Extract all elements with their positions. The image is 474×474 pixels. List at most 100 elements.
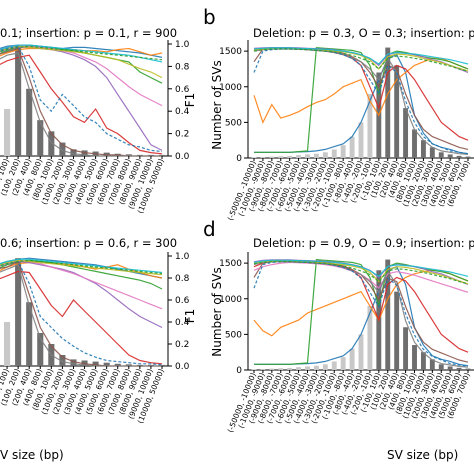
bar [465,156,471,158]
bar [438,364,444,370]
panel-d-y-label: Number of SVs [210,267,224,356]
y-tick-label: 500 [225,118,242,128]
bar [26,88,33,156]
bar [260,156,266,158]
series-line [0,44,163,63]
series-line [0,260,163,366]
bar [26,302,33,366]
bar [456,155,462,158]
panel-bottom-left-title: 0.6; insertion: p = 0.6, r = 300 [0,236,177,250]
bar [15,258,22,366]
bar [313,365,319,370]
panel-b-title: Deletion: p = 0.3, O = 0.3; insertion: p… [253,26,474,40]
bar [447,366,453,370]
bar [340,357,346,370]
y-tick-label: 500 [225,330,242,340]
bar [420,352,426,370]
series-line [0,46,163,151]
series-line [0,45,163,79]
bar [287,367,293,370]
bar [429,359,435,370]
panel-top-left-title: 0.1; insertion: p = 0.1, r = 900 [0,26,177,40]
y-tick-label: 0.4 [175,318,190,328]
series-line [0,47,162,157]
bar [4,322,11,366]
y-tick-label: 0.8 [175,274,190,284]
bar [251,369,257,370]
bar [269,156,275,158]
panel-top-left: 0.1; insertion: p = 0.1, r = 900 1.0 0.8 0… [0,26,197,215]
y-tick-label: 0.8 [175,62,190,72]
series-line [253,48,469,72]
bar [114,363,121,366]
bar [349,348,355,370]
series-line [0,258,163,274]
y-tick-label: 0.6 [175,296,190,306]
y-tick-label: 1.0 [175,252,190,262]
bar [403,327,409,370]
bar [305,366,310,370]
y-tick-label: 0.2 [175,340,189,350]
bar [340,145,346,158]
bar [305,154,310,158]
panel-d: d Deletion: p = 0.9, O = 0.9; insertion:… [203,217,474,434]
bar [278,368,284,370]
y-tick-label: 0.6 [175,85,190,95]
bar [287,155,293,158]
bar [394,291,400,370]
bar [103,362,110,366]
series-line [253,259,469,278]
series-line [0,270,163,365]
bar [358,122,364,158]
series-line [253,46,469,74]
y-tick-label: 0 [236,366,242,376]
bar [322,152,328,158]
x-axis-label-right: SV size (bp) [387,448,458,462]
bar [260,368,266,370]
bar [385,47,391,158]
series-line [253,260,469,285]
bar [447,154,453,158]
series-line [253,47,469,65]
bar [331,149,337,158]
bar [331,361,337,370]
series-line [0,45,163,153]
bar [296,155,302,158]
bar [394,65,400,158]
bar [367,305,373,370]
panel-top-left-y2-label: F1 [183,93,197,108]
y-tick-label: 1500 [219,47,242,57]
series-line [0,263,162,367]
bar [48,131,55,156]
bar [403,108,409,158]
bar [385,259,391,370]
bar [125,154,132,156]
y-tick-label: 1.0 [175,40,190,50]
y-tick-label: 0.0 [175,152,190,162]
series-line [0,259,163,276]
y-tick-label: 1000 [219,295,242,305]
bar [358,334,364,370]
panel-d-letter: d [203,217,216,241]
panel-bottom-left-y2-label: F1 [183,309,197,324]
bar [70,359,77,366]
panel-bottom-left: 0.6; insertion: p = 0.6, r = 300 1.0 0.8 0… [0,236,197,425]
bar [4,108,11,156]
bar [59,355,66,366]
bar [438,152,444,158]
bar [412,129,417,158]
bar [37,333,44,366]
y-tick-label: 0.0 [175,362,190,372]
bar [251,157,257,158]
bar [296,367,302,370]
x-axis-label-left: V size (bp) [0,448,64,462]
panel-b-y-label: Number of SVs [210,60,224,149]
y-tick-label: 1500 [219,259,242,269]
bar [412,345,417,370]
bar [420,140,426,158]
panel-b-letter: b [203,5,216,29]
bar [367,93,373,158]
panel-d-title: Deletion: p = 0.9, O = 0.9; insertion: p… [253,236,474,250]
bar [92,361,99,366]
